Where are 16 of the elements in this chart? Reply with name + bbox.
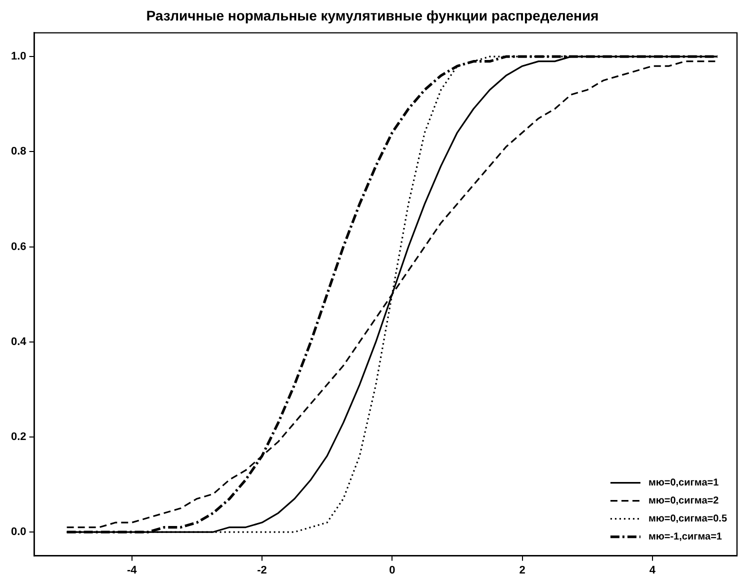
y-tick-label: 0.8 bbox=[10, 146, 26, 158]
x-tick-label: 4 bbox=[649, 564, 656, 576]
y-tick-label: 1.0 bbox=[10, 50, 26, 63]
y-tick-label: 0.0 bbox=[10, 526, 26, 538]
y-tick-label: 0.2 bbox=[10, 430, 26, 443]
x-tick-label: 2 bbox=[519, 564, 526, 576]
legend-label: мю=0,сигма=0.5 bbox=[648, 514, 728, 525]
legend-label: мю=0,сигма=1 bbox=[648, 478, 720, 489]
x-tick-label: -4 bbox=[127, 564, 138, 576]
y-tick-label: 0.6 bbox=[10, 240, 26, 253]
chart-title: Различные нормальные кумулятивные функции распределения bbox=[146, 7, 599, 24]
x-tick-label: -2 bbox=[257, 564, 267, 576]
x-tick-label: 0 bbox=[389, 564, 396, 576]
y-tick-label: 0.4 bbox=[10, 336, 28, 348]
legend-label: мю=0,сигма=2 bbox=[648, 496, 720, 507]
legend-label: мю=-1,сигма=1 bbox=[648, 532, 722, 543]
